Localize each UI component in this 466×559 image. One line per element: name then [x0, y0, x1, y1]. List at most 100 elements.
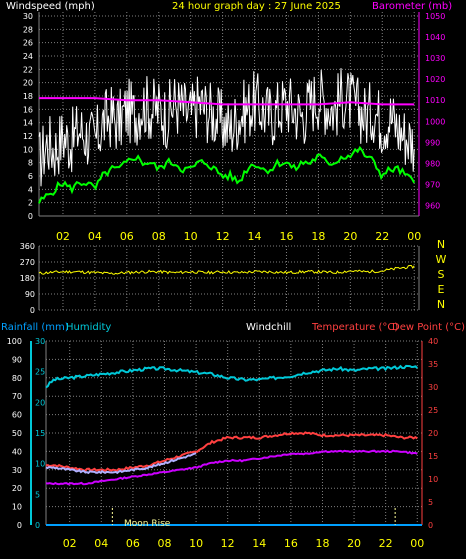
temperature-tick-labels: 0 5 10 15 20 25 30 35 40 [428, 337, 438, 530]
windspeed-tick-label: 10 [23, 145, 33, 154]
temperature-tick-label: 25 [428, 406, 438, 415]
barometer-tick-label: 1010 [425, 96, 445, 105]
direction-tick-label: 90 [25, 290, 35, 299]
temperature-line [45, 431, 418, 472]
x-tick-label: 22 [379, 537, 393, 550]
x-tick-label: 02 [56, 230, 70, 243]
moon-rise-annotation: Moon Rise [124, 519, 171, 529]
bottom-panel-x-tick-labels: 02 04 06 08 10 12 14 16 18 20 22 00 [63, 537, 425, 550]
rainfall-tick-label: 0 [35, 521, 40, 530]
direction-tick-label: 180 [20, 274, 35, 283]
barometer-tick-label: 1020 [425, 75, 445, 84]
windspeed-tick-label: 16 [23, 105, 33, 114]
temperature-tick-label: 10 [428, 475, 438, 484]
x-tick-label: 04 [88, 230, 102, 243]
barometer-tick-label: 960 [425, 201, 440, 210]
barometer-tick-label: 990 [425, 138, 440, 147]
windspeed-tick-label: 24 [23, 52, 33, 61]
temperature-tick-label: 40 [428, 337, 438, 346]
direction-panel-series [38, 265, 415, 275]
temperature-tick-label: 35 [428, 360, 438, 369]
humidity-tick-label: 50 [12, 429, 22, 438]
x-tick-label: 08 [152, 230, 166, 243]
humidity-line [45, 364, 418, 389]
windspeed-tick-label: 2 [28, 199, 33, 208]
compass-label: S [438, 268, 445, 281]
compass-label: E [438, 283, 445, 296]
x-tick-label: 16 [279, 230, 293, 243]
temperature-axis-label: Temperature (°C) [311, 322, 398, 333]
barometer-tick-label: 980 [425, 159, 440, 168]
windspeed-tick-label: 28 [23, 25, 33, 34]
humidity-tick-label: 40 [12, 447, 22, 456]
chart-title: 24 hour graph day : 27 June 2025 [172, 1, 341, 12]
windspeed-tick-label: 6 [28, 172, 33, 181]
x-tick-label: 04 [94, 537, 108, 550]
wind-direction-line [38, 265, 415, 275]
compass-label: N [437, 238, 445, 251]
humidity-tick-labels: 0 10 20 30 40 50 60 70 80 90 100 [7, 337, 22, 530]
compass-label: W [436, 253, 447, 266]
windspeed-tick-label: 8 [28, 159, 33, 168]
windspeed-tick-label: 0 [28, 212, 33, 221]
humidity-tick-label: 10 [12, 503, 22, 512]
direction-tick-label: 0 [30, 306, 35, 315]
compass-label: N [437, 298, 445, 311]
temperature-tick-label: 20 [428, 429, 438, 438]
rainfall-tick-label: 5 [35, 490, 40, 499]
windspeed-tick-label: 14 [23, 119, 33, 128]
direction-tick-label: 360 [20, 242, 35, 251]
barometer-tick-label: 1040 [425, 33, 445, 42]
rainfall-tick-label: 15 [35, 429, 45, 438]
x-tick-label: 18 [315, 537, 329, 550]
x-tick-label: 16 [284, 537, 298, 550]
x-tick-label: 14 [248, 230, 262, 243]
barometer-tick-label: 1030 [425, 54, 445, 63]
humidity-tick-label: 60 [12, 411, 22, 420]
average-windspeed-line [38, 145, 416, 204]
rainfall-tick-label: 10 [35, 460, 45, 469]
x-tick-label: 00 [407, 230, 421, 243]
windspeed-tick-label: 26 [23, 39, 33, 48]
humidity-tick-label: 90 [12, 355, 22, 364]
barometer-tick-label: 1050 [425, 12, 445, 21]
direction-tick-labels: 0 90 180 270 360 [20, 242, 35, 315]
x-tick-label: 12 [221, 537, 235, 550]
windspeed-tick-label: 12 [23, 132, 33, 141]
x-tick-label: 02 [63, 537, 77, 550]
barometer-tick-label: 1000 [425, 117, 445, 126]
windspeed-tick-label: 20 [23, 79, 33, 88]
humidity-axis-label: Humidity [66, 322, 111, 333]
top-panel-x-tick-labels: 02 04 06 08 10 12 14 16 18 20 22 00 [56, 230, 421, 243]
rainfall-tick-labels: 0 5 10 15 20 25 30 [35, 337, 45, 530]
barometer-tick-label: 970 [425, 180, 440, 189]
windspeed-tick-label: 18 [23, 92, 33, 101]
x-tick-label: 06 [126, 537, 140, 550]
windchill-line [45, 452, 197, 475]
humidity-tick-label: 0 [17, 521, 22, 530]
rainfall-tick-label: 25 [35, 368, 45, 377]
humidity-tick-label: 70 [12, 392, 22, 401]
x-tick-label: 08 [157, 537, 171, 550]
windspeed-line [38, 68, 415, 187]
barometer-line [39, 97, 415, 106]
x-tick-label: 14 [252, 537, 266, 550]
windspeed-tick-label: 4 [28, 185, 33, 194]
rainfall-tick-label: 30 [35, 337, 45, 346]
dewpoint-line [45, 449, 418, 486]
humidity-tick-label: 30 [12, 466, 22, 475]
direction-tick-label: 270 [20, 258, 35, 267]
top-panel-series [38, 68, 416, 204]
humidity-tick-label: 20 [12, 484, 22, 493]
rainfall-axis-label: Rainfall (mm) [1, 322, 69, 333]
barometer-tick-labels: 960 970 980 990 1000 1010 1020 1030 1040 1050 [425, 12, 445, 210]
x-tick-label: 00 [410, 537, 424, 550]
temperature-tick-label: 30 [428, 383, 438, 392]
temperature-tick-label: 0 [428, 521, 433, 530]
humidity-tick-label: 80 [12, 374, 22, 383]
bottom-panel-series [45, 364, 422, 526]
